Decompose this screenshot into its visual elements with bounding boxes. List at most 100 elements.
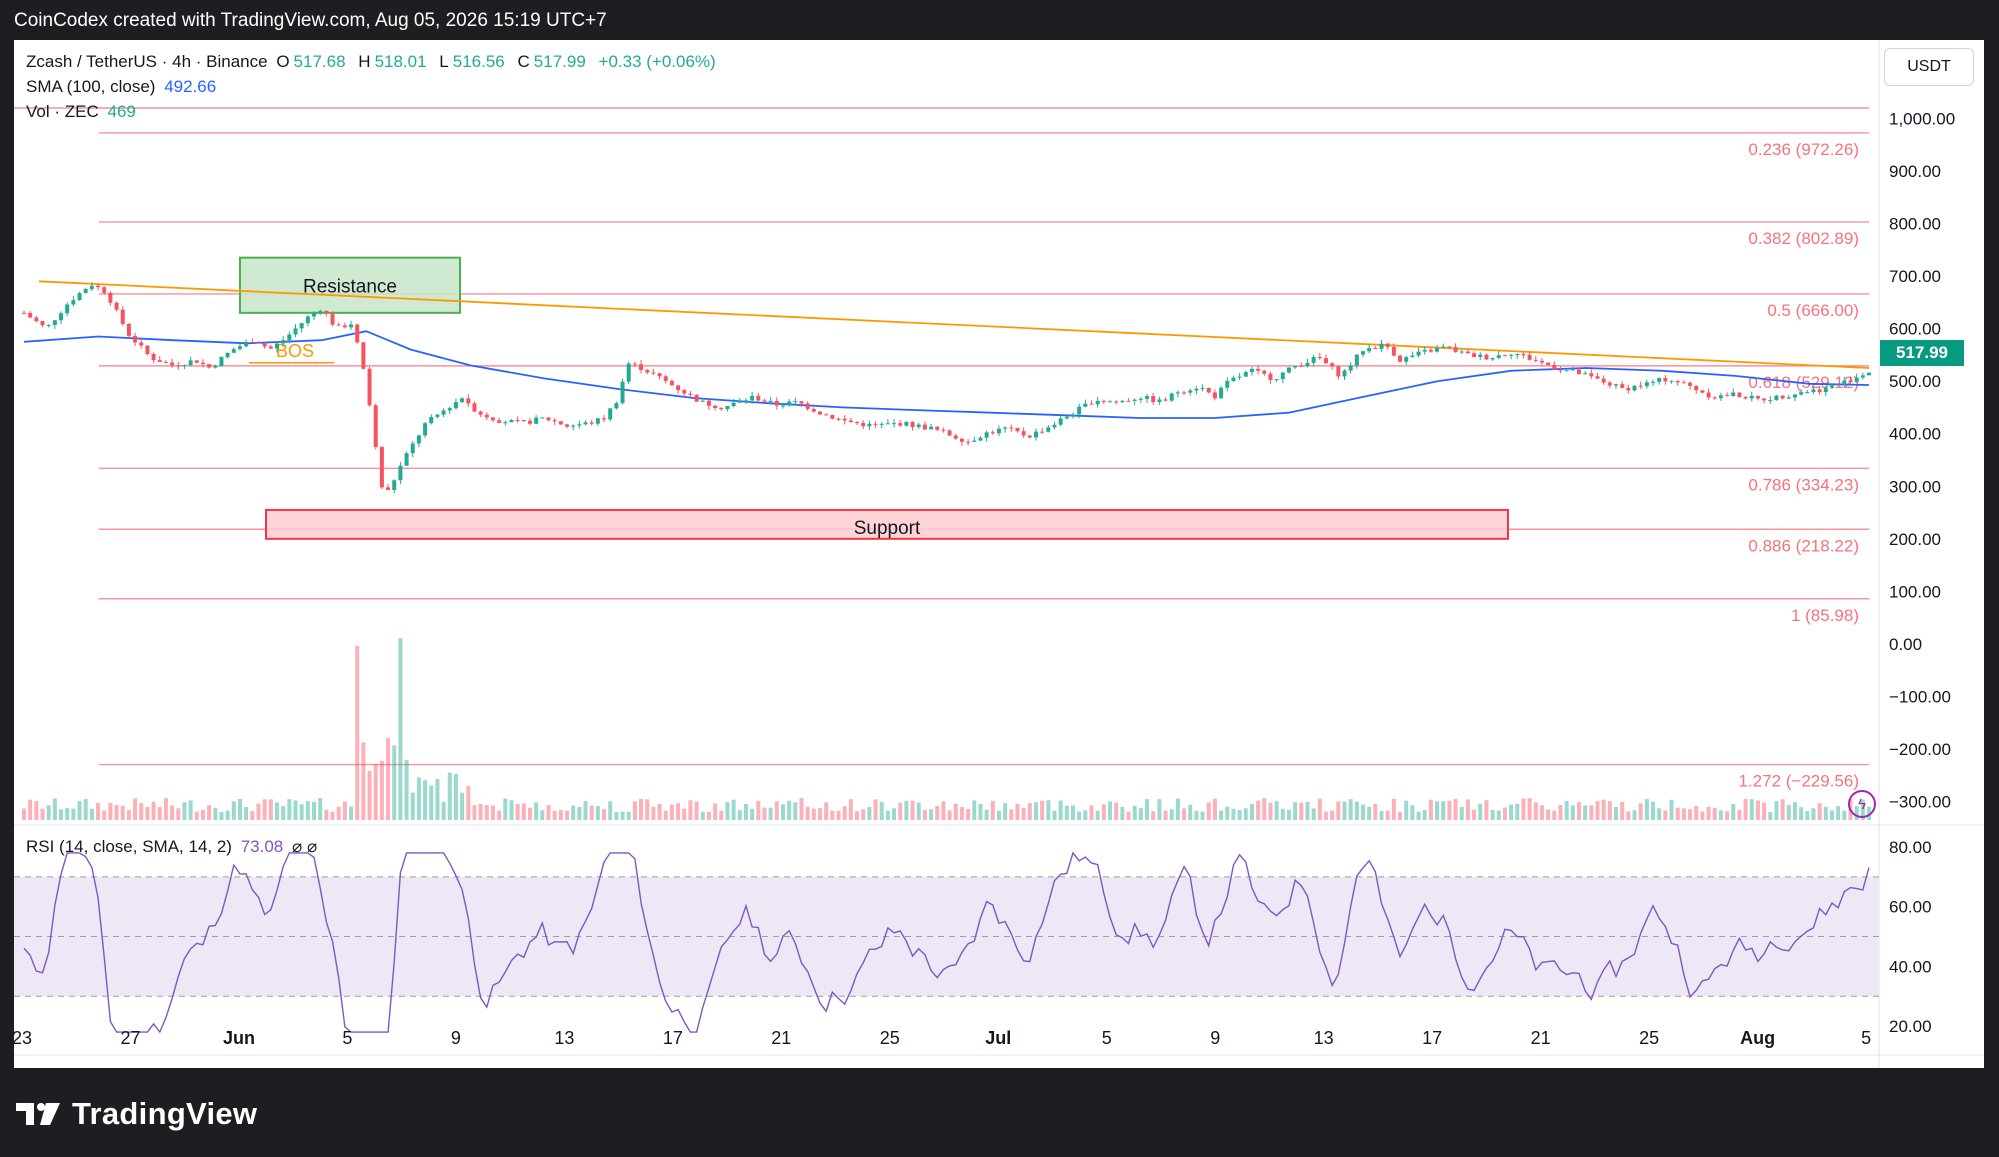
volume-bar: [1101, 804, 1106, 820]
volume-bar: [1533, 802, 1538, 820]
volume-bar: [1410, 805, 1415, 820]
candle-body: [1311, 357, 1316, 363]
volume-bar: [1515, 803, 1520, 820]
volume-bar: [151, 801, 156, 820]
candle-body: [1731, 392, 1736, 397]
price-axis-tick: 100.00: [1889, 582, 1941, 601]
volume-bar: [1046, 800, 1051, 820]
legend-sma-value: 492.66: [164, 77, 217, 96]
legend-vol-row[interactable]: Vol · ZEC 469: [26, 102, 140, 122]
candle-body: [324, 310, 329, 314]
volume-bar: [200, 809, 205, 820]
candle-body: [1317, 357, 1322, 359]
candle-body: [546, 417, 551, 421]
candle-body: [330, 313, 335, 325]
time-axis-tick: 21: [1531, 1028, 1551, 1048]
currency-button[interactable]: USDT: [1884, 48, 1974, 86]
volume-bar: [602, 809, 607, 820]
volume-bar: [126, 810, 131, 820]
volume-bar: [1231, 808, 1236, 820]
volume-bar: [1249, 803, 1254, 820]
volume-bar: [521, 803, 526, 820]
legend-sma-row[interactable]: SMA (100, close) 492.66: [26, 77, 220, 97]
candle-body: [1848, 380, 1853, 383]
time-axis-tick: Aug: [1740, 1028, 1775, 1048]
candle-body: [1601, 378, 1606, 383]
chart-panel[interactable]: 0.236 (972.26) 0.382 (802.89) 0.5 (666.00)…: [14, 40, 1984, 1068]
volume-bar: [1145, 799, 1150, 820]
candle-body: [1496, 355, 1501, 358]
tradingview-brand[interactable]: TradingView: [72, 1096, 258, 1131]
volume-bar: [114, 805, 119, 820]
volume-bar: [1521, 798, 1526, 820]
volume-bar: [361, 742, 366, 820]
candle-body: [256, 342, 261, 344]
volume-bar: [1385, 810, 1390, 820]
time-axis-tick: 13: [1314, 1028, 1334, 1048]
volume-bar: [262, 799, 267, 820]
volume-bar: [836, 810, 841, 820]
volume-bar: [1354, 801, 1359, 820]
volume-bar: [1669, 799, 1674, 820]
candle-body: [1015, 427, 1020, 432]
candle-body: [799, 401, 804, 404]
candle-body: [145, 345, 150, 354]
legend-rsi-row[interactable]: RSI (14, close, SMA, 14, 2) 73.08 ⌀ ⌀: [26, 837, 321, 857]
volume-bar: [1435, 801, 1440, 820]
volume-bar: [645, 799, 650, 820]
price-axis-tick: 900.00: [1889, 162, 1941, 181]
volume-bar: [1564, 800, 1569, 820]
candle-body: [935, 426, 940, 430]
candle-body: [318, 310, 323, 313]
volume-bar: [1496, 810, 1501, 820]
candle-body: [743, 400, 748, 402]
volume-bar: [213, 807, 218, 820]
volume-bar: [589, 805, 594, 820]
time-axis-tick: 17: [1422, 1028, 1442, 1048]
volume-bar: [1614, 807, 1619, 820]
volume-bar: [1379, 811, 1384, 820]
candle-body: [879, 423, 884, 425]
volume-bar: [1070, 805, 1075, 820]
candle-body: [1070, 414, 1075, 417]
candle-body: [595, 418, 600, 424]
chart-canvas[interactable]: 0.236 (972.26) 0.382 (802.89) 0.5 (666.00)…: [14, 40, 1984, 1068]
tradingview-logo-icon[interactable]: [14, 1099, 64, 1129]
volume-bar: [447, 772, 452, 820]
candle-body: [1391, 346, 1396, 356]
candle-body: [1453, 347, 1458, 352]
volume-bar: [1422, 809, 1427, 820]
volume-bar: [22, 808, 26, 820]
volume-bar: [966, 808, 971, 820]
volume-bar: [182, 802, 187, 820]
candle-body: [1762, 398, 1767, 401]
volume-bar: [848, 799, 853, 820]
candle-body: [1546, 362, 1551, 365]
volume-bar: [1293, 802, 1298, 820]
volume-bar: [102, 810, 107, 820]
volume-bar: [1009, 809, 1014, 820]
volume-bar: [1083, 810, 1088, 820]
volume-bar: [1638, 803, 1643, 820]
volume-bar: [1404, 800, 1409, 820]
fib-level-label: 1.272 (−229.56): [1738, 772, 1859, 791]
volume-bar: [379, 760, 384, 820]
trendline: [38, 280, 1870, 369]
candle-body: [114, 302, 119, 310]
volume-bar: [1348, 799, 1353, 820]
volume-bar: [922, 810, 927, 820]
candle-body: [1725, 395, 1730, 397]
candle-body: [558, 421, 563, 425]
volume-bar: [1502, 807, 1507, 820]
candle-body: [725, 406, 730, 409]
candle-body: [447, 408, 452, 411]
candle-body: [429, 416, 434, 424]
volume-bar: [453, 773, 458, 820]
candle-body: [1515, 354, 1520, 356]
volume-bar: [1478, 803, 1483, 820]
candle-body: [602, 418, 607, 420]
candle-body: [509, 419, 514, 423]
volume-bar: [250, 811, 255, 820]
lightning-bolt-icon[interactable]: ϟ: [1848, 790, 1876, 818]
volume-bar: [1700, 811, 1705, 820]
